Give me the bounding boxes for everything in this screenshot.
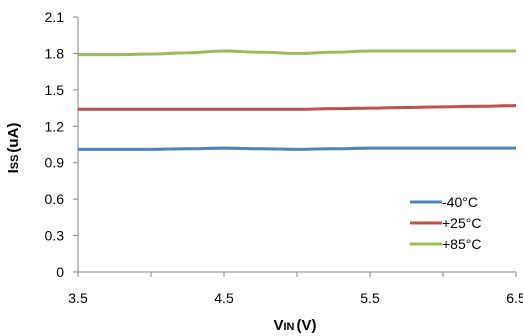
- x-ticks: 3.5 4.5 5.5 6.5: [68, 272, 523, 306]
- y-ticks: 0 0.3 0.6 0.9 1.2 1.5 1.8 2.1: [45, 9, 78, 280]
- y-axis-title: ISS (uA): [5, 123, 22, 174]
- x-axis-title: VIN (V): [273, 317, 316, 334]
- x-tick-label: 3.5: [68, 290, 88, 306]
- y-tick-label: 0.3: [45, 228, 65, 244]
- y-tick-label: 0.9: [45, 155, 65, 171]
- y-tick-label: 0: [56, 264, 64, 280]
- legend: -40°C +25°C +85°C: [410, 194, 481, 252]
- y-tick-label: 1.2: [45, 118, 65, 134]
- series-line-0: [77, 146, 516, 151]
- x-tick-label: 5.5: [360, 290, 380, 306]
- x-tick-label: 6.5: [506, 290, 523, 306]
- y-tick-label: 2.1: [45, 9, 65, 25]
- series-line-1: [78, 104, 517, 111]
- x-tick-label: 4.5: [214, 290, 234, 306]
- x-axis-title-sub: IN: [284, 321, 295, 333]
- y-tick-label: 0.6: [45, 191, 65, 207]
- legend-label: +25°C: [442, 215, 481, 231]
- y-tick-label: 1.5: [45, 82, 65, 98]
- legend-label: +85°C: [442, 236, 481, 252]
- legend-label: -40°C: [442, 194, 478, 210]
- x-axis-title-unit: (V): [297, 317, 317, 334]
- y-axis-title-sub: SS: [9, 155, 21, 170]
- y-tick-label: 1.8: [45, 45, 65, 61]
- x-axis-title-main: V: [273, 317, 283, 334]
- y-axis-title-unit: (uA): [5, 123, 22, 153]
- y-axis-title-main: I: [5, 169, 22, 173]
- series-lines: [77, 49, 517, 151]
- series-line-2: [77, 49, 516, 57]
